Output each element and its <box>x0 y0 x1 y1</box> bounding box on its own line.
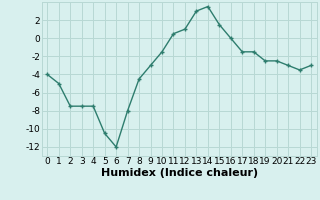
X-axis label: Humidex (Indice chaleur): Humidex (Indice chaleur) <box>100 168 258 178</box>
